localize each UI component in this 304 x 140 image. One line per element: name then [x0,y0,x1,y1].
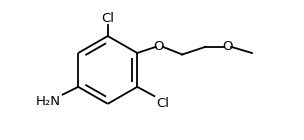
Text: O: O [154,40,164,53]
Text: Cl: Cl [156,97,169,110]
Text: O: O [222,40,233,53]
Text: H₂N: H₂N [36,95,61,108]
Text: Cl: Cl [101,11,114,24]
